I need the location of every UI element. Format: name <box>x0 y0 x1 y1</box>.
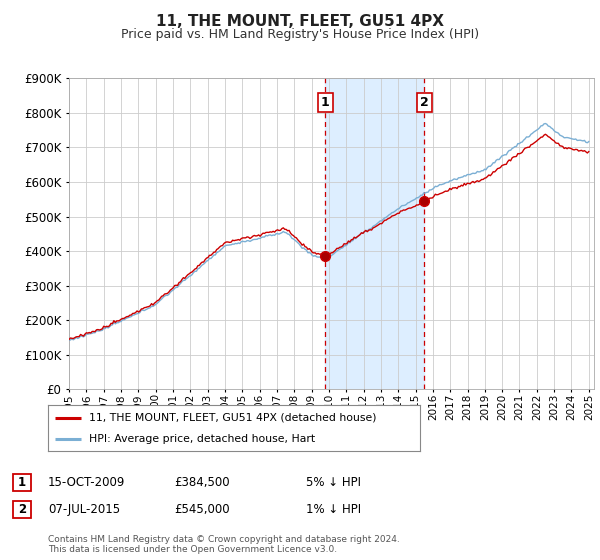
Text: Price paid vs. HM Land Registry's House Price Index (HPI): Price paid vs. HM Land Registry's House … <box>121 28 479 41</box>
Text: Contains HM Land Registry data © Crown copyright and database right 2024.
This d: Contains HM Land Registry data © Crown c… <box>48 535 400 554</box>
Text: 2: 2 <box>420 96 428 109</box>
Text: 07-JUL-2015: 07-JUL-2015 <box>48 503 120 516</box>
Bar <box>325 78 424 389</box>
Text: £545,000: £545,000 <box>174 503 230 516</box>
Text: 5% ↓ HPI: 5% ↓ HPI <box>306 476 361 489</box>
Text: HPI: Average price, detached house, Hart: HPI: Average price, detached house, Hart <box>89 435 315 444</box>
Text: 1% ↓ HPI: 1% ↓ HPI <box>306 503 361 516</box>
Text: £384,500: £384,500 <box>174 476 230 489</box>
Text: 11, THE MOUNT, FLEET, GU51 4PX: 11, THE MOUNT, FLEET, GU51 4PX <box>156 14 444 29</box>
Text: 2: 2 <box>18 503 26 516</box>
Text: 1: 1 <box>321 96 329 109</box>
Text: 15-OCT-2009: 15-OCT-2009 <box>48 476 125 489</box>
Text: 1: 1 <box>18 476 26 489</box>
Text: 11, THE MOUNT, FLEET, GU51 4PX (detached house): 11, THE MOUNT, FLEET, GU51 4PX (detached… <box>89 413 376 423</box>
